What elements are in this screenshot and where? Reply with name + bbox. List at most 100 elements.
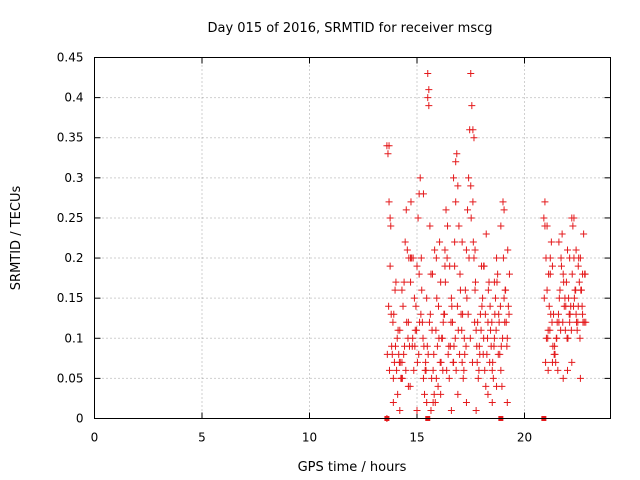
plot-frame [94, 57, 611, 419]
data-point [576, 374, 584, 382]
data-point [554, 310, 562, 318]
data-point [574, 318, 582, 326]
data-point [456, 350, 464, 358]
data-point [564, 246, 571, 254]
data-point [503, 398, 511, 406]
data-point [566, 254, 574, 262]
x-tick-label: 15 [409, 431, 424, 445]
data-point [462, 342, 470, 350]
data-point [393, 334, 401, 342]
data-point [449, 358, 457, 366]
data-point [499, 334, 507, 342]
data-point [458, 238, 466, 246]
data-point [465, 254, 473, 262]
data-point [479, 294, 487, 302]
data-point [470, 134, 478, 142]
data-point [425, 86, 433, 94]
data-point [479, 350, 487, 358]
data-point [428, 270, 436, 278]
data-point [441, 310, 449, 318]
data-point [400, 350, 408, 358]
data-point [499, 198, 507, 206]
data-point [558, 230, 566, 238]
data-point [430, 390, 438, 398]
data-point [442, 206, 450, 214]
data-point [451, 262, 459, 270]
data-point [469, 126, 477, 134]
data-point [579, 270, 587, 278]
data-point [471, 246, 479, 254]
data-point [439, 318, 447, 326]
data-point [554, 366, 562, 374]
data-point [403, 246, 411, 254]
data-point [450, 174, 458, 182]
data-point [410, 366, 418, 374]
data-point [565, 310, 573, 318]
data-point [451, 238, 459, 246]
data-point [390, 310, 398, 318]
data-point [453, 302, 461, 310]
data-point [563, 334, 571, 342]
data-point [557, 254, 565, 262]
data-point [462, 398, 470, 406]
data-point [465, 174, 473, 182]
data-point [494, 350, 502, 358]
data-point [438, 334, 446, 342]
data-point [501, 318, 509, 326]
data-point [545, 270, 553, 278]
data-point [404, 334, 412, 342]
y-axis-title: SRMTID / TECUs [9, 186, 24, 291]
data-point [473, 342, 481, 350]
data-point [416, 318, 424, 326]
data-point [401, 238, 409, 246]
data-point [395, 358, 403, 366]
data-point [413, 406, 421, 414]
data-point [451, 334, 459, 342]
data-point [548, 262, 556, 270]
data-point [556, 286, 564, 294]
data-point [467, 70, 475, 78]
data-point [427, 406, 435, 414]
data-point [429, 398, 437, 406]
data-point [436, 358, 444, 366]
data-point [469, 198, 477, 206]
data-point [576, 334, 584, 342]
data-point [540, 214, 548, 222]
data-point [505, 310, 513, 318]
data-point [389, 318, 397, 326]
data-point [481, 310, 489, 318]
data-point [493, 254, 501, 262]
data-point [503, 342, 511, 350]
data-point [433, 294, 441, 302]
y-tick-label: 0.15 [57, 291, 84, 305]
data-point [471, 318, 479, 326]
data-point [444, 350, 452, 358]
data-point [453, 150, 461, 158]
data-point [540, 294, 548, 302]
x-tick-label: 0 [91, 431, 99, 445]
data-point [415, 350, 423, 358]
data-point [548, 358, 556, 366]
data-point [472, 406, 480, 414]
y-tick-label: 0.25 [57, 211, 84, 225]
data-point [421, 390, 429, 398]
data-point [572, 310, 580, 318]
y-axis-tick-labels: 0 0.05 0.1 0.15 0.2 0.25 0.3 0.35 0.4 0.45 [57, 51, 84, 426]
data-point [464, 310, 472, 318]
data-point [572, 286, 580, 294]
data-point [491, 310, 499, 318]
data-point [389, 398, 397, 406]
data-point [578, 302, 586, 310]
data-point [491, 294, 499, 302]
data-point [492, 326, 500, 334]
data-point [385, 366, 393, 374]
data-point [566, 318, 574, 326]
data-point [416, 174, 424, 182]
data-point [433, 342, 441, 350]
data-point [488, 398, 496, 406]
data-point [545, 302, 553, 310]
data-point [459, 374, 467, 382]
data-point [443, 366, 451, 374]
data-point [386, 262, 394, 270]
y-tick-label: 0.35 [57, 131, 84, 145]
